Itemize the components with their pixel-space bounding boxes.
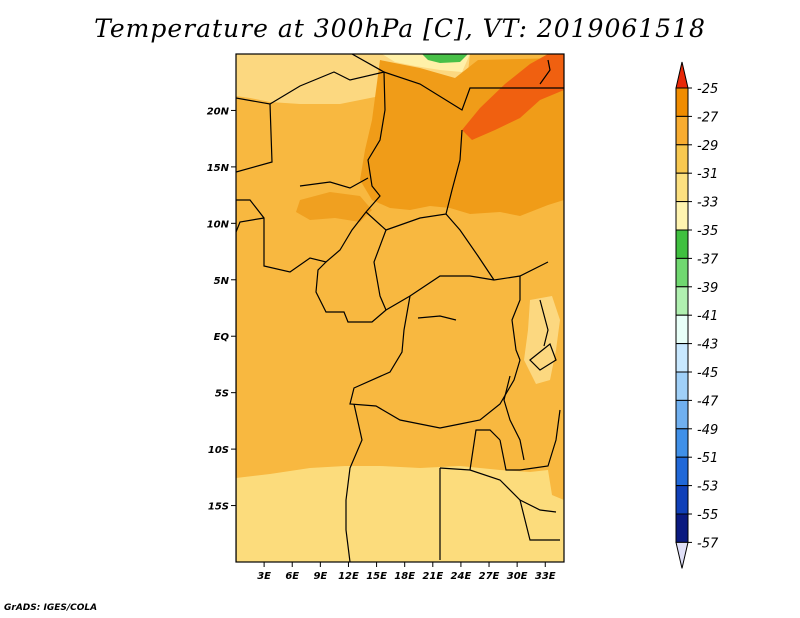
colorbar-label: -47 [697, 394, 719, 409]
colorbar-label: -41 [697, 309, 718, 324]
y-tick-label: 15N [207, 163, 230, 174]
y-tick-label: 10N [207, 219, 230, 230]
colorbar-segment [675, 343, 689, 373]
colorbar-label: -45 [697, 366, 718, 381]
colorbar-segment [675, 513, 689, 543]
colorbar-segment [675, 144, 689, 174]
colorbar-segment [675, 172, 689, 203]
colorbar-segment [675, 229, 689, 259]
field-band-37-35-north [422, 54, 468, 63]
grads-credit: GrADS: IGES/COLA [4, 603, 98, 613]
colorbar: -25 -27 -29 -31 -33 -35 -37 -39 -41 -43 -45 -47 -49 -… [675, 61, 719, 569]
y-tick-label: EQ [214, 332, 230, 343]
colorbar-segment [675, 115, 689, 146]
x-tick-label: 33E [535, 571, 556, 582]
colorbar-segment [675, 485, 689, 515]
field-band-29-27-west [296, 192, 372, 222]
colorbar-label: -43 [697, 338, 718, 353]
field-band-33-31-south [236, 466, 564, 562]
y-tick-label: 5N [214, 276, 230, 287]
colorbar-bottom-arrow [675, 541, 689, 569]
chart-title: Temperature at 300hPa [C], VT: 201906151… [94, 14, 706, 43]
x-tick-label: 6E [285, 571, 299, 582]
x-tick-label: 12E [338, 571, 359, 582]
colorbar-label: -31 [697, 167, 718, 182]
colorbar-segment [675, 399, 689, 430]
colorbar-label: -51 [697, 451, 718, 466]
colorbar-label: -27 [697, 110, 719, 125]
colorbar-segment [675, 201, 689, 231]
colorbar-label: -57 [697, 536, 719, 551]
x-tick-label: 9E [313, 571, 327, 582]
x-tick-label: 15E [366, 571, 387, 582]
country-borders [236, 54, 564, 562]
colorbar-label: -55 [697, 508, 718, 523]
colorbar-label: -37 [697, 252, 719, 267]
map-frame [235, 53, 565, 563]
colorbar-segment [675, 428, 689, 458]
colorbar-segment [675, 87, 689, 117]
colorbar-label: -25 [697, 82, 718, 97]
colorbar-label: -39 [697, 281, 718, 296]
colorbar-label: -33 [697, 196, 718, 211]
colorbar-label: -53 [697, 480, 718, 495]
colorbar-segment [675, 286, 689, 316]
field-band-27-25 [462, 54, 564, 140]
x-tick-label: 30E [507, 571, 528, 582]
y-tick-label: 10S [208, 445, 229, 456]
colorbar-segment [675, 257, 689, 288]
colorbar-top-arrow [675, 61, 689, 89]
temperature-field [236, 54, 564, 562]
y-tick-label: 20N [207, 106, 230, 117]
x-tick-label: 21E [422, 571, 443, 582]
y-tick-label: 15S [208, 502, 229, 513]
colorbar-label: -29 [697, 139, 718, 154]
y-tick-label: 5S [215, 389, 229, 400]
x-tick-label: 24E [451, 571, 472, 582]
colorbar-label: -49 [697, 423, 718, 438]
x-axis: 3E 6E 9E 12E 15E 18E 21E 24E 27E 30E 33E [257, 562, 556, 582]
colorbar-segment [675, 314, 689, 345]
colorbar-segment [675, 371, 689, 401]
colorbar-segment [675, 456, 689, 487]
field-patch-east [524, 296, 560, 384]
colorbar-label: -35 [697, 224, 718, 239]
y-axis: 20N 15N 10N 5N EQ 5S 10S 15S [207, 106, 236, 513]
x-tick-label: 27E [479, 571, 500, 582]
x-tick-label: 18E [394, 571, 415, 582]
x-tick-label: 3E [257, 571, 271, 582]
